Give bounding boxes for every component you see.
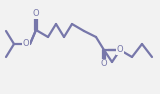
- Text: O: O: [117, 45, 123, 55]
- Text: O: O: [101, 60, 107, 69]
- Text: O: O: [23, 39, 29, 49]
- Text: O: O: [33, 9, 39, 19]
